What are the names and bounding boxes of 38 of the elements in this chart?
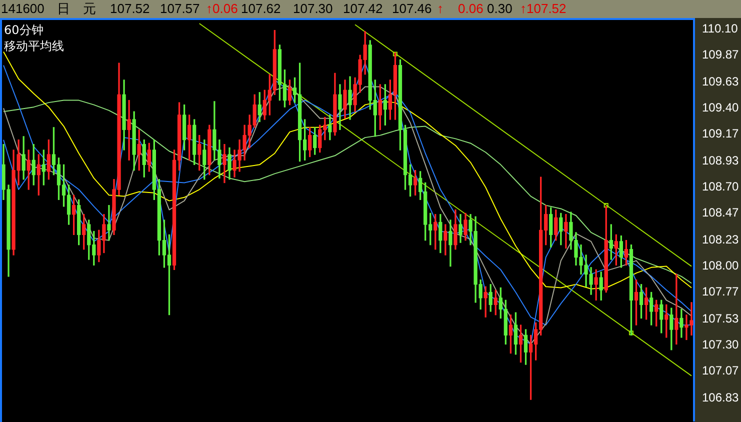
candlestick bbox=[127, 100, 131, 160]
y-tick-label: 107.77 bbox=[702, 284, 740, 299]
text: 107.62 bbox=[241, 0, 281, 18]
y-tick-label: 108.23 bbox=[702, 232, 740, 247]
y-tick-label: 109.87 bbox=[702, 47, 740, 62]
y-tick-label: 110.10 bbox=[702, 21, 738, 36]
text: 107.30 bbox=[293, 0, 333, 18]
point bbox=[628, 330, 634, 336]
y-tick-label: 108.93 bbox=[702, 154, 740, 168]
point bbox=[392, 52, 398, 56]
text: 107.46 bbox=[392, 0, 432, 18]
text: ↑0.06 bbox=[206, 0, 238, 18]
text: ↑107.52 bbox=[520, 0, 566, 18]
y-tick-label: 108.00 bbox=[702, 258, 740, 273]
y-tick-label: 106.83 bbox=[702, 390, 740, 405]
y-tick-label: 108.47 bbox=[702, 206, 740, 220]
text: 107.52 bbox=[110, 0, 150, 18]
y-tick-label: 107.30 bbox=[702, 338, 740, 352]
y-tick-label: 107.53 bbox=[702, 312, 740, 326]
y-tick-label: 107.07 bbox=[702, 364, 740, 378]
text: 元 bbox=[83, 0, 96, 18]
point bbox=[604, 203, 608, 208]
candlestick bbox=[674, 274, 678, 345]
text: 移动平均线 bbox=[4, 39, 64, 53]
chart-title: 60分钟 bbox=[4, 23, 44, 37]
text: 107.42 bbox=[343, 0, 383, 18]
text: ↑ bbox=[437, 0, 444, 18]
text: 日 bbox=[57, 0, 70, 18]
y-tick-label: 109.40 bbox=[702, 100, 740, 115]
text: 0.30 bbox=[487, 0, 512, 18]
y-tick-label: 109.63 bbox=[702, 74, 740, 89]
text: 141600 bbox=[1, 0, 44, 18]
y-tick-label: 109.17 bbox=[702, 126, 740, 140]
text: 0.06 bbox=[458, 0, 484, 18]
text: 107.57 bbox=[160, 0, 200, 18]
candlestick bbox=[107, 204, 111, 241]
candlestick bbox=[594, 269, 598, 301]
y-tick-label: 108.70 bbox=[702, 180, 740, 194]
